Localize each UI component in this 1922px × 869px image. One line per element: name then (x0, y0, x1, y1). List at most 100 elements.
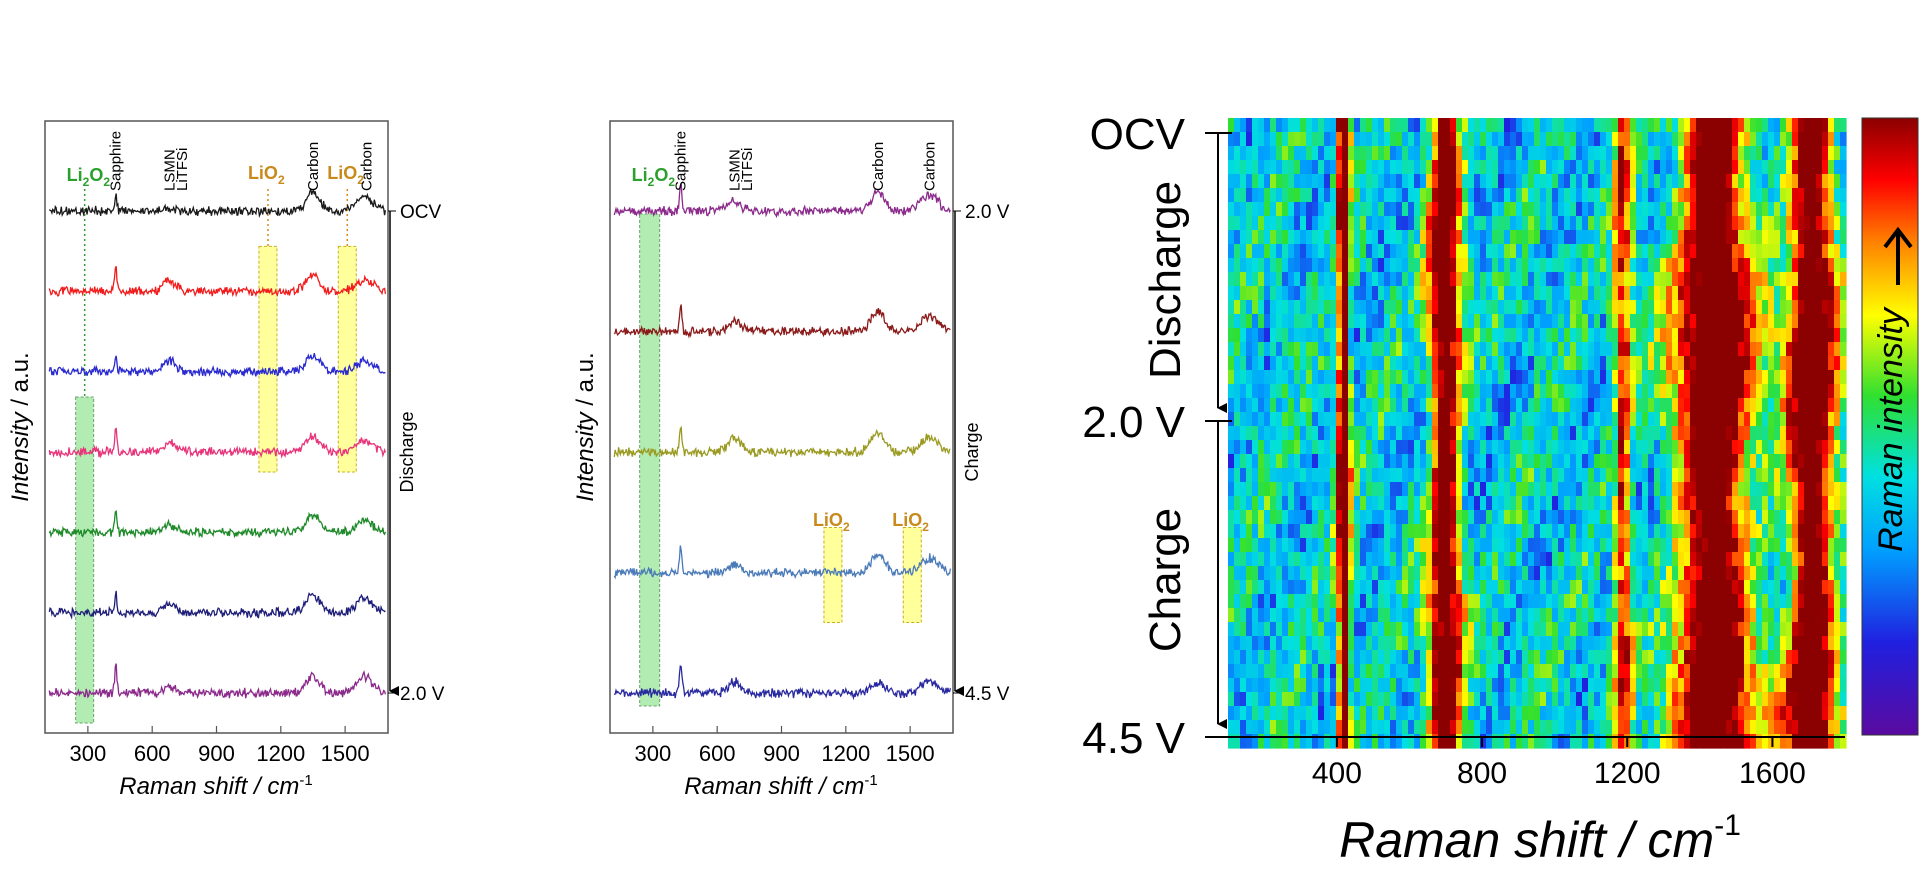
heatmap-cell (1696, 566, 1703, 581)
heatmap-cell (1570, 580, 1577, 595)
heatmap-cell (1738, 706, 1745, 721)
heatmap-cell (1612, 286, 1619, 301)
heatmap-cell (1414, 328, 1421, 343)
heatmap-cell (1684, 440, 1691, 455)
heatmap-cell (1684, 398, 1691, 413)
heatmap-cell (1300, 146, 1307, 161)
heatmap-cell (1576, 608, 1583, 623)
heatmap-cell (1252, 426, 1259, 441)
heatmap-cell (1432, 244, 1439, 259)
heatmap-cell (1408, 412, 1415, 427)
heatmap-cell (1558, 384, 1565, 399)
heatmap-cell (1696, 202, 1703, 217)
heatmap-cell (1246, 146, 1253, 161)
heatmap-cell (1240, 636, 1247, 651)
heatmap-cell (1552, 398, 1559, 413)
heatmap-cell (1252, 286, 1259, 301)
heatmap-cell (1426, 538, 1433, 553)
heatmap-cell (1450, 552, 1457, 567)
heatmap-cell (1540, 734, 1547, 749)
heatmap-cell (1324, 300, 1331, 315)
heatmap-cell (1432, 342, 1439, 357)
heatmap-cell (1408, 230, 1415, 245)
colorbar-arrow-icon (1883, 226, 1913, 285)
heatmap-cell (1690, 552, 1697, 567)
heatmap-cell (1390, 720, 1397, 735)
heatmap-cell (1756, 160, 1763, 175)
heatmap-cell (1546, 734, 1553, 749)
heatmap-cell (1414, 552, 1421, 567)
heatmap-cell (1702, 692, 1709, 707)
heatmap-cell (1714, 720, 1721, 735)
heatmap-cell (1792, 202, 1799, 217)
heatmap-cell (1558, 692, 1565, 707)
heatmap-cell (1282, 328, 1289, 343)
heatmap-cell (1342, 678, 1349, 693)
heatmap-cell (1534, 580, 1541, 595)
heatmap-cell (1738, 664, 1745, 679)
heatmap-cell (1558, 594, 1565, 609)
heatmap-cell (1474, 566, 1481, 581)
heatmap-cell (1498, 594, 1505, 609)
heatmap-cell (1414, 188, 1421, 203)
heatmap-cell (1660, 160, 1667, 175)
heatmap-cell (1828, 496, 1835, 511)
heatmap-cell (1402, 580, 1409, 595)
heatmap-cell (1504, 370, 1511, 385)
heatmap-cell (1738, 216, 1745, 231)
heatmap-cell (1348, 706, 1355, 721)
heatmap-cell (1432, 720, 1439, 735)
heatmap-cell (1510, 258, 1517, 273)
heatmap-cell (1612, 538, 1619, 553)
heatmap-cell (1618, 678, 1625, 693)
heatmap-cell (1618, 300, 1625, 315)
heatmap-cell (1426, 314, 1433, 329)
y-axis-label: Intensity / a.u. (572, 352, 599, 501)
heatmap-cell (1696, 328, 1703, 343)
heatmap-cell (1756, 398, 1763, 413)
heatmap-cell (1372, 566, 1379, 581)
heatmap-cell (1504, 706, 1511, 721)
heatmap-cell (1270, 426, 1277, 441)
heatmap-cell (1324, 636, 1331, 651)
heatmap-cell (1450, 706, 1457, 721)
label-part: O (654, 165, 668, 185)
heatmap-cell (1588, 538, 1595, 553)
heatmap-cell (1240, 160, 1247, 175)
heatmap-cell (1438, 314, 1445, 329)
heatmap-cell (1252, 272, 1259, 287)
heatmap-cell (1822, 328, 1829, 343)
heatmap-cell (1324, 160, 1331, 175)
heatmap-cell (1312, 342, 1319, 357)
heatmap-cell (1324, 216, 1331, 231)
heatmap-cell (1282, 650, 1289, 665)
heatmap-cell (1366, 202, 1373, 217)
heatmap-cell (1564, 132, 1571, 147)
heatmap-cell (1252, 412, 1259, 427)
heatmap-cell (1516, 706, 1523, 721)
heatmap-cell (1540, 342, 1547, 357)
heatmap-cell (1246, 706, 1253, 721)
heatmap-cell (1300, 636, 1307, 651)
heatmap-cell (1348, 468, 1355, 483)
heatmap-cell (1690, 510, 1697, 525)
heatmap-cell (1432, 706, 1439, 721)
heatmap-cell (1576, 454, 1583, 469)
heatmap-cell (1666, 454, 1673, 469)
heatmap-cell (1612, 706, 1619, 721)
heatmap-cell (1420, 160, 1427, 175)
heatmap-cell (1228, 482, 1235, 497)
heatmap-cell (1534, 132, 1541, 147)
heatmap-cell (1702, 566, 1709, 581)
heatmap-cell (1354, 664, 1361, 679)
heatmap-cell (1474, 678, 1481, 693)
heatmap-cell (1258, 664, 1265, 679)
heatmap-cell (1630, 174, 1637, 189)
heatmap-cell (1624, 440, 1631, 455)
heatmap-cell (1378, 216, 1385, 231)
heatmap-cell (1276, 524, 1283, 539)
heatmap-cell (1804, 496, 1811, 511)
heatmap-cell (1618, 538, 1625, 553)
heatmap-cell (1504, 720, 1511, 735)
heatmap-cell (1444, 300, 1451, 315)
